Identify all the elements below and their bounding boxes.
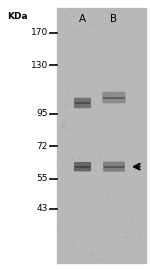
Text: B: B bbox=[110, 14, 118, 24]
Text: 170: 170 bbox=[31, 28, 48, 37]
Text: 130: 130 bbox=[31, 60, 48, 70]
FancyBboxPatch shape bbox=[103, 92, 125, 103]
FancyBboxPatch shape bbox=[75, 98, 90, 108]
Text: 43: 43 bbox=[37, 204, 48, 213]
Text: 55: 55 bbox=[36, 174, 48, 183]
Text: 95: 95 bbox=[36, 109, 48, 118]
Bar bbox=[57, 8, 146, 263]
Text: A: A bbox=[79, 14, 86, 24]
FancyBboxPatch shape bbox=[75, 163, 90, 171]
Text: 72: 72 bbox=[37, 142, 48, 151]
FancyBboxPatch shape bbox=[104, 162, 124, 171]
Text: KDa: KDa bbox=[8, 12, 28, 21]
